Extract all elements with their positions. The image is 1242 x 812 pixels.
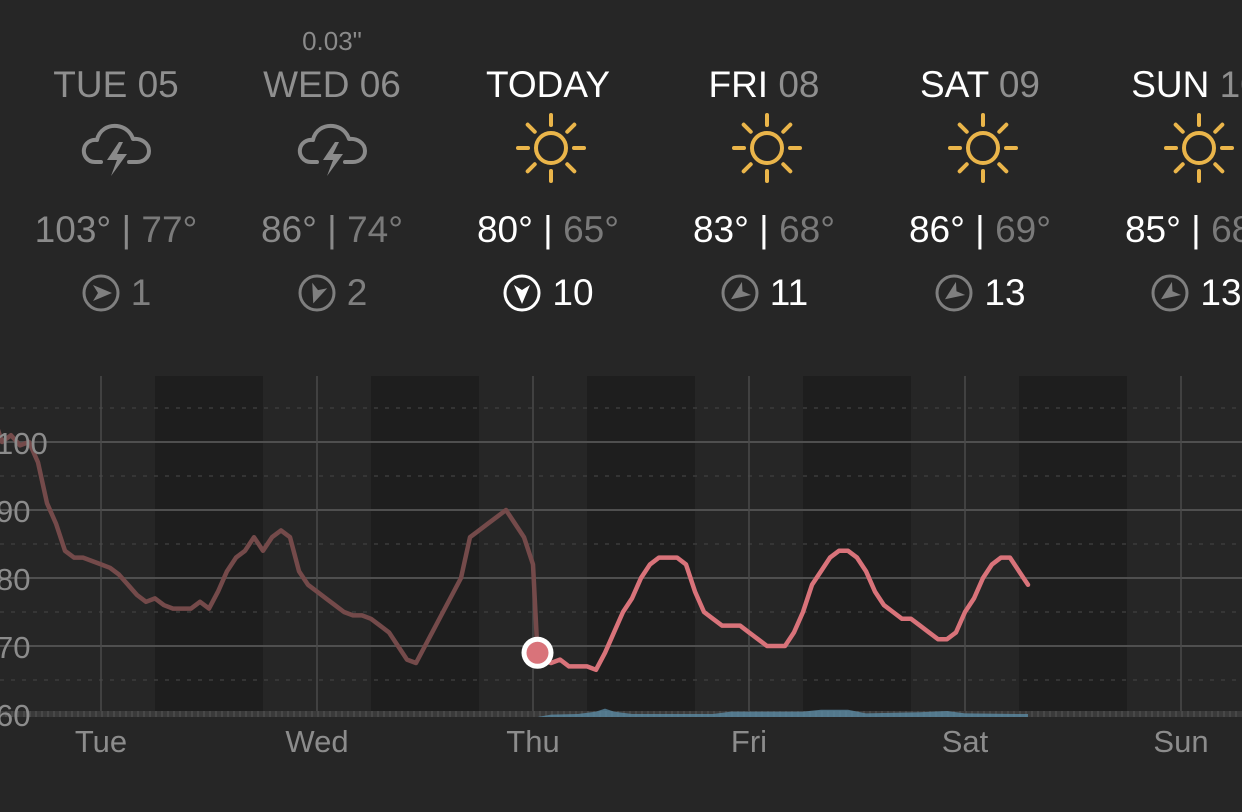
x-day-label: Wed — [285, 724, 348, 759]
thunderstorm-icon — [79, 108, 159, 188]
wind-direction-icon — [502, 273, 542, 313]
wind-value: 1 — [130, 272, 152, 313]
wind-direction-icon — [1150, 273, 1190, 313]
low-temp: 68° — [779, 209, 836, 250]
temperature-range: 80° | 65° — [476, 209, 620, 250]
wind-speed: 11 — [659, 272, 869, 314]
day-column-today[interactable]: TODAY 80° | 65° 10 — [443, 0, 653, 340]
day-column-sat[interactable]: SAT 09 86° | 69° 13 — [875, 0, 1085, 340]
date-number: 05 — [137, 64, 179, 105]
wind-speed: 2 — [227, 272, 437, 314]
wind-speed: 13 — [1091, 272, 1242, 314]
high-temp: 80° — [476, 209, 533, 250]
temperature-range: 83° | 68° — [692, 209, 836, 250]
low-temp: 65° — [563, 209, 620, 250]
date-number: 10 — [1219, 64, 1242, 105]
night-band — [803, 376, 911, 714]
wind-value: 11 — [769, 272, 809, 313]
high-temp: 86° — [908, 209, 965, 250]
y-tick-label: 60 — [0, 698, 30, 733]
wind-speed: 10 — [443, 272, 653, 314]
date-number: 06 — [359, 64, 401, 105]
thunderstorm-icon — [295, 108, 375, 188]
day-name: TUE 05 — [11, 64, 221, 106]
day-column-tue[interactable]: TUE 05 103° | 77° 1 — [11, 0, 221, 340]
sun-icon — [1159, 108, 1239, 188]
forecast-temperature-line — [535, 548, 1031, 673]
x-day-label: Tue — [75, 724, 127, 759]
x-day-label: Fri — [731, 724, 767, 759]
current-temperature-dot — [526, 641, 549, 664]
temperature-range: 85° | 68° — [1091, 209, 1242, 251]
high-temp: 85° — [1124, 209, 1181, 250]
day-column-wed[interactable]: 0.03" WED 06 86° | 74° 2 — [227, 0, 437, 340]
day-name: SUN 10 — [1091, 64, 1242, 106]
observed-temperature-line — [0, 428, 540, 666]
wind-value: 10 — [552, 272, 594, 313]
daily-forecast-strip: TUE 05 103° | 77° 1 0.03" WED 06 86° | 7… — [0, 0, 1242, 340]
precip-area — [537, 708, 1242, 717]
x-day-label: Sun — [1153, 724, 1208, 759]
y-tick-label: 80 — [0, 562, 30, 597]
wind-speed: 1 — [11, 272, 221, 314]
low-temp: 69° — [995, 209, 1052, 250]
day-name: SAT 09 — [875, 64, 1085, 106]
y-tick-label: 100 — [0, 426, 48, 461]
wind-speed: 13 — [875, 272, 1085, 314]
temperature-range: 86° | 69° — [908, 209, 1052, 250]
sun-icon — [943, 108, 1023, 188]
night-band — [155, 376, 263, 714]
x-day-label: Thu — [506, 724, 559, 759]
day-name: WED 06 — [227, 64, 437, 106]
wind-direction-icon — [720, 273, 760, 313]
weekday-label: SAT — [920, 64, 989, 105]
day-name: TODAY — [443, 64, 653, 106]
weekday-label: SUN — [1131, 64, 1210, 105]
wind-value: 13 — [984, 272, 1026, 313]
y-tick-label: 90 — [0, 494, 30, 529]
night-band — [1019, 376, 1127, 714]
low-temp: 77° — [141, 209, 198, 250]
wind-value: 13 — [1200, 272, 1242, 313]
x-day-label: Sat — [942, 724, 989, 759]
wind-value: 2 — [346, 272, 368, 313]
night-band — [587, 376, 695, 714]
low-temp: 68° — [1211, 209, 1242, 250]
high-temp: 83° — [692, 209, 749, 250]
temperature-chart[interactable]: 60 70 80 90 100 Tue Wed Thu Fri Sat Sun — [0, 376, 1242, 812]
sun-icon — [511, 108, 591, 188]
high-temp: 86° — [260, 209, 317, 250]
sun-icon — [727, 108, 807, 188]
weekday-label: FRI — [708, 64, 769, 105]
day-name: FRI 08 — [659, 64, 869, 106]
date-number: 09 — [998, 64, 1040, 105]
low-temp: 74° — [347, 209, 404, 250]
wind-direction-icon — [934, 273, 974, 313]
temperature-range: 103° | 77° — [34, 209, 198, 250]
y-tick-label: 70 — [0, 630, 30, 665]
wind-direction-icon — [81, 273, 121, 313]
precip-amount: 0.03" — [302, 26, 362, 56]
weekday-label: TUE — [53, 64, 128, 105]
weekday-label: TODAY — [485, 64, 611, 105]
temperature-range: 86° | 74° — [260, 209, 404, 250]
date-number: 08 — [778, 64, 820, 105]
wind-direction-icon — [297, 273, 337, 313]
high-temp: 103° — [34, 209, 112, 250]
night-band — [371, 376, 479, 714]
day-column-fri[interactable]: FRI 08 83° | 68° 11 — [659, 0, 869, 340]
day-column-sun[interactable]: SUN 10 85° | 68° 13 — [1091, 0, 1242, 340]
weekday-label: WED — [263, 64, 350, 105]
